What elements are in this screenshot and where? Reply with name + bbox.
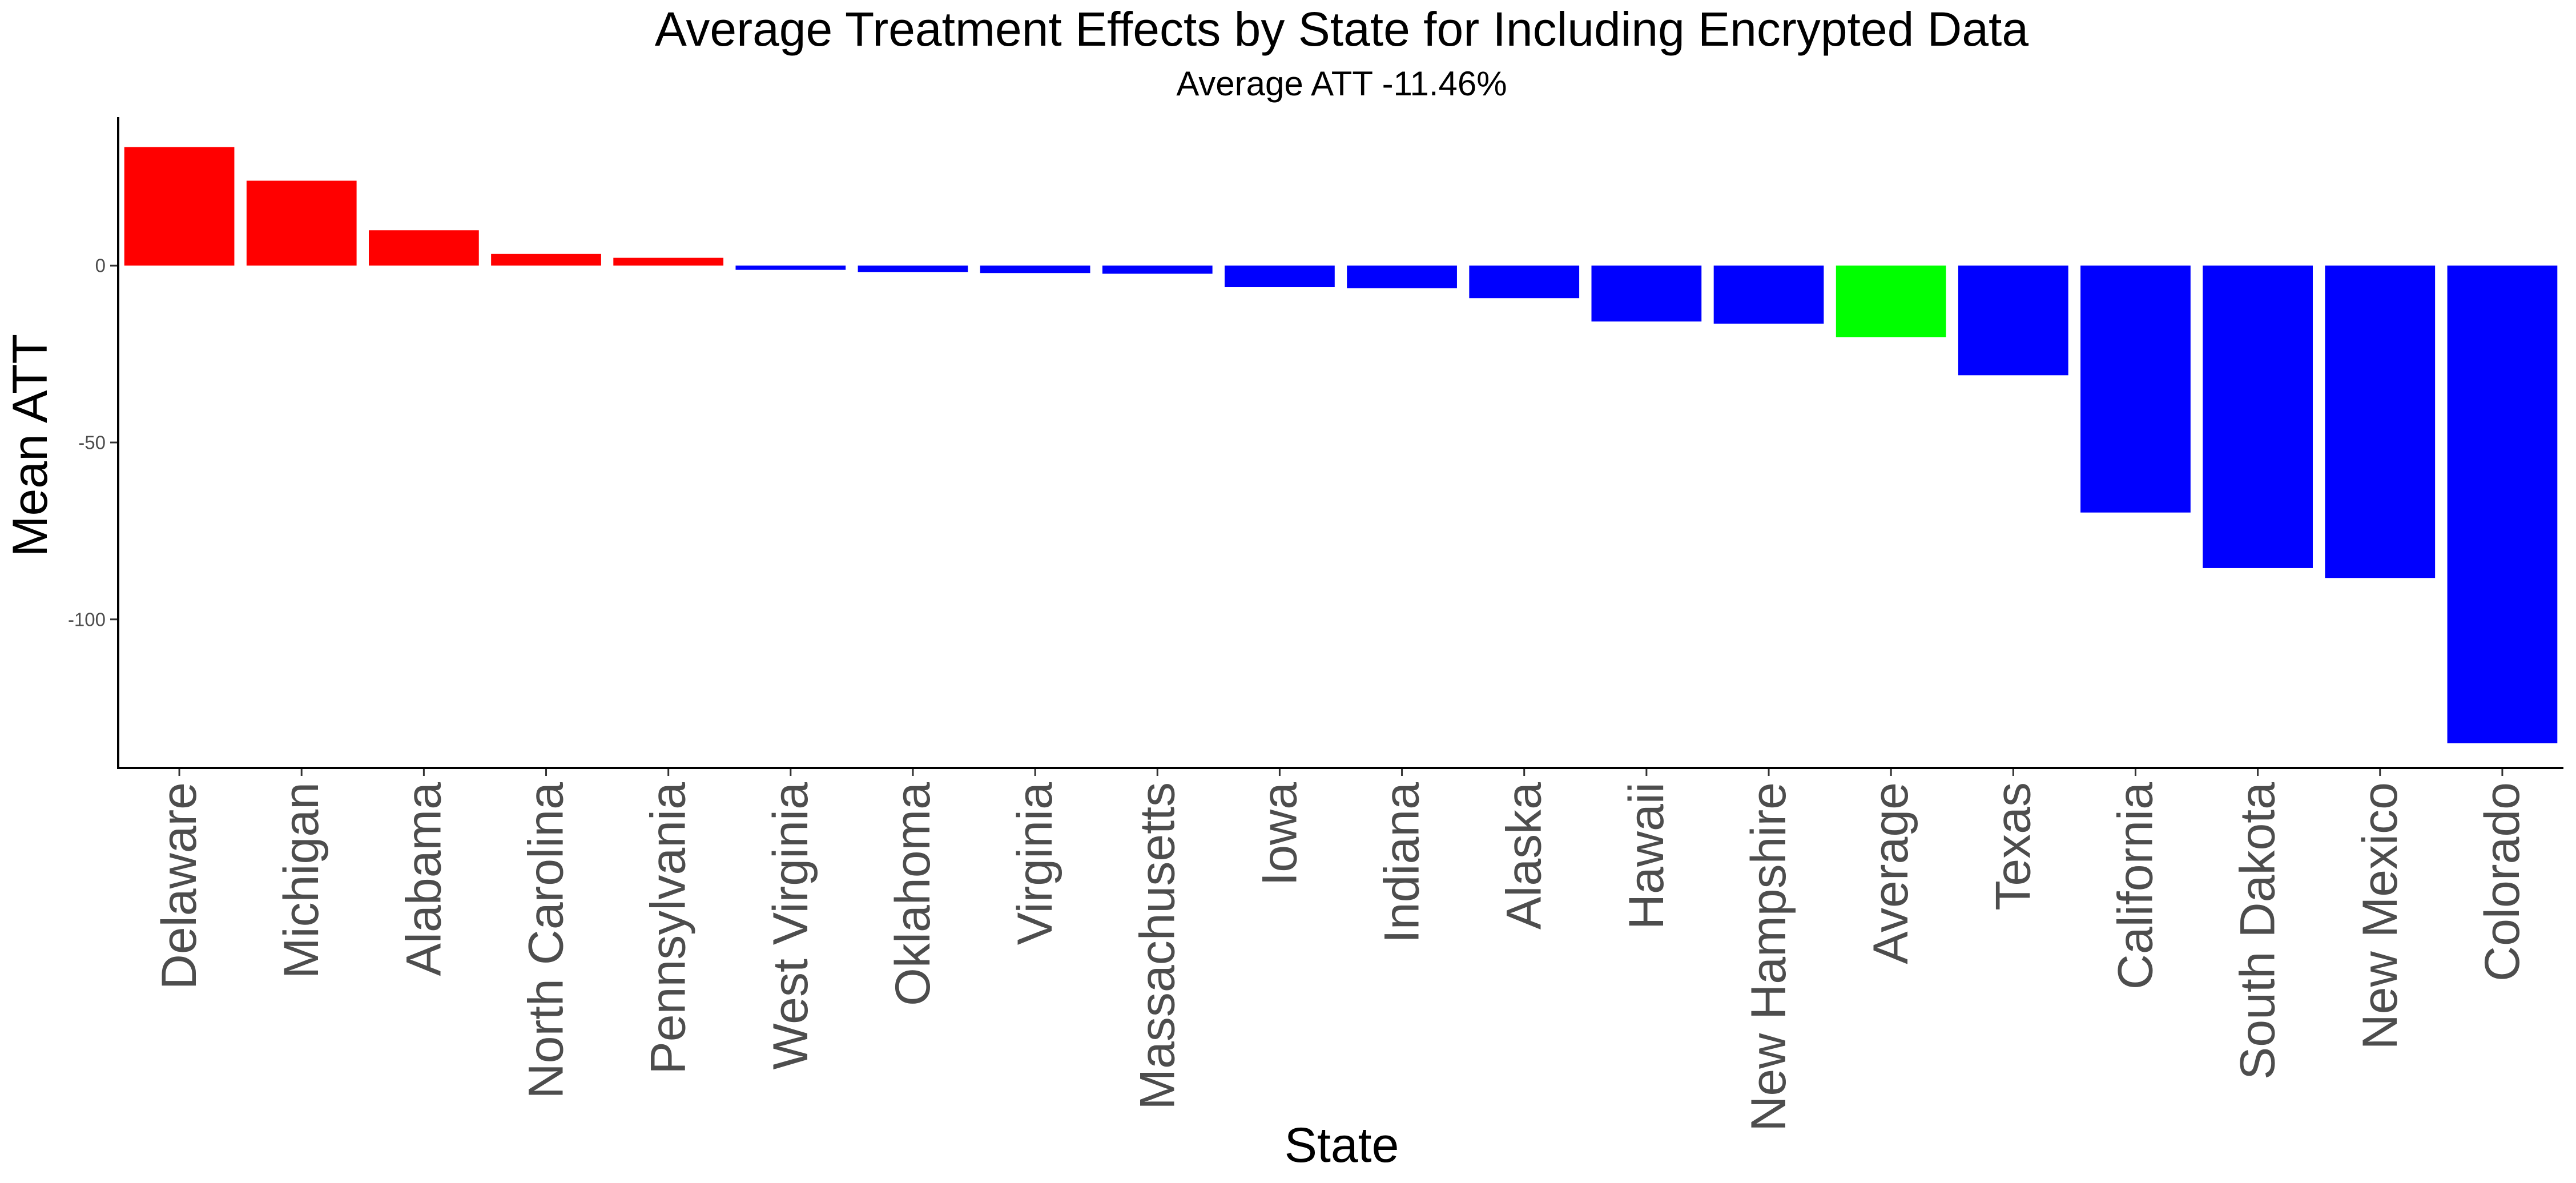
bar-new-hampshire (1713, 265, 1824, 324)
chart-subtitle: Average ATT -11.46% (1176, 65, 1507, 103)
x-tick-label: Colorado (2475, 782, 2530, 981)
x-tick-label: Alabama (396, 782, 451, 976)
bar-oklahoma (858, 265, 968, 272)
x-axis-title: State (1285, 1118, 1399, 1173)
bars-group (124, 147, 2558, 743)
bar-colorado (2447, 265, 2558, 743)
x-tick-label: Michigan (274, 782, 329, 979)
x-tick-label: Oklahoma (886, 782, 940, 1006)
x-tick-label: California (2108, 782, 2163, 989)
y-tick-label: 0 (95, 255, 106, 276)
x-tick-label: Massachusetts (1130, 782, 1185, 1110)
bar-delaware (124, 147, 235, 266)
bar-indiana (1347, 265, 1457, 288)
bar-alaska (1469, 265, 1580, 299)
y-tick-label: -50 (78, 432, 106, 453)
bar-california (2080, 265, 2191, 513)
x-tick-label: West Virginia (763, 782, 818, 1070)
bar-north-carolina (491, 254, 601, 266)
x-axis-ticks: Delaware Michigan Alabama North Carolina Pen… (152, 768, 2530, 1132)
x-tick-label: New Mexico (2353, 782, 2408, 1049)
bar-west-virginia (735, 265, 846, 270)
x-tick-label: North Carolina (519, 782, 574, 1099)
bar-pennsylvania (613, 257, 724, 266)
bar-texas (1958, 265, 2068, 376)
x-tick-label: Delaware (152, 782, 207, 989)
x-tick-label: Alaska (1497, 782, 1552, 930)
y-tick-label: -100 (68, 609, 106, 630)
x-tick-label: Texas (1986, 782, 2040, 911)
bar-hawaii (1591, 265, 1702, 322)
x-tick-label: Virginia (1008, 782, 1062, 945)
bar-alabama (369, 230, 479, 266)
x-tick-label: Indiana (1375, 782, 1430, 943)
x-tick-label: Average (1863, 782, 1918, 964)
y-axis-ticks: 0 -50 -100 (68, 255, 118, 630)
bar-michigan (246, 180, 357, 266)
x-tick-label: Pennsylvania (641, 782, 696, 1075)
bar-massachusetts (1102, 265, 1213, 274)
y-axis-title: Mean ATT (3, 334, 58, 557)
x-tick-label: Hawaii (1619, 782, 1674, 930)
bar-south-dakota (2203, 265, 2313, 568)
bar-iowa (1225, 265, 1335, 288)
chart-title: Average Treatment Effects by State for I… (655, 2, 2029, 56)
bar-virginia (980, 265, 1090, 273)
x-tick-label: Iowa (1252, 782, 1307, 886)
x-tick-label: New Hampshire (1741, 782, 1796, 1132)
bar-average (1836, 265, 1946, 337)
x-tick-label: South Dakota (2231, 782, 2285, 1080)
bar-new-mexico (2325, 265, 2436, 578)
